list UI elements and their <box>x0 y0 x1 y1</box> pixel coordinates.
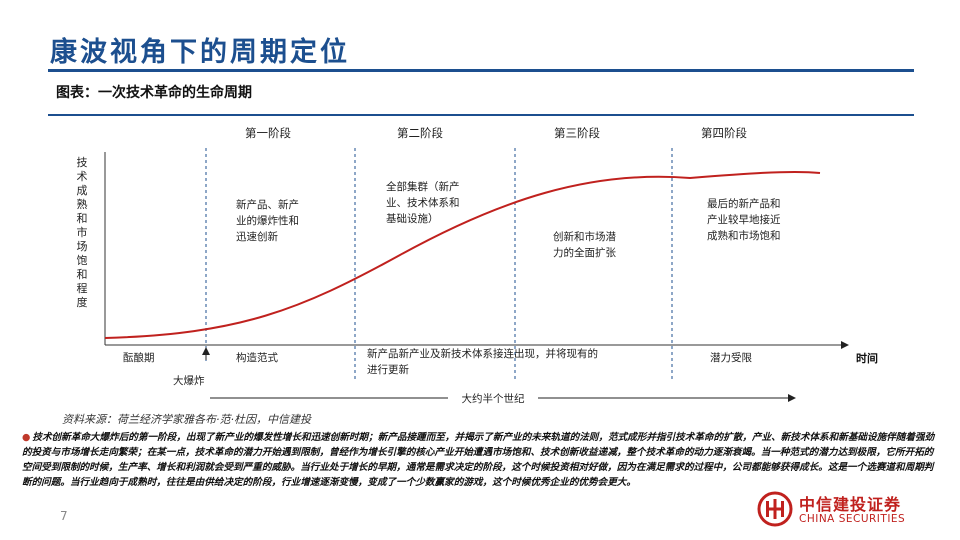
page-number: 7 <box>60 509 68 523</box>
brand-logo: 中信建投证券 CHINA SECURITIES <box>757 489 937 531</box>
middle-bottom-text: 新产品新产业及新技术体系接连出现，并将现有的 进行更新 <box>367 347 601 376</box>
span-label-backdrop <box>448 390 538 406</box>
stage-3-description: 创新和市场潜 力的全面扩张 <box>553 230 619 259</box>
y-axis-label: 技术成熟和市场饱和程度 <box>77 156 88 309</box>
commentary-paragraph: ● 技术创新革命大爆炸后的第一阶段，出现了新产业的爆发性增长和迅速创新时期；新产品… <box>22 430 942 490</box>
stage-2-title: 第二阶段 <box>397 126 443 140</box>
stage-2-description: 全部集群（新产 业、技术体系和 基础设施） <box>386 180 463 225</box>
stage-1-title: 第一阶段 <box>245 126 291 140</box>
stage-3-title: 第三阶段 <box>554 126 600 140</box>
gestation-label: 酝酿期 <box>123 351 155 364</box>
stage-4-description: 最后的新产品和 产业较早地接近 成熟和市场饱和 <box>707 197 784 242</box>
title-divider <box>48 69 914 72</box>
stage-4-bottom-label: 潜力受限 <box>710 351 752 364</box>
source-note: 资料来源：荷兰经济学家雅各布·范·杜因，中信建投 <box>62 413 311 426</box>
big-bang-label: 大爆炸 <box>173 374 205 387</box>
bullet-icon: ● <box>22 432 31 443</box>
x-axis-label: 时间 <box>856 351 878 365</box>
page-title: 康波视角下的周期定位 <box>50 37 350 68</box>
commentary-text: 技术创新革命大爆炸后的第一阶段，出现了新产业的爆发性增长和迅速创新时期；新产品接… <box>22 432 935 488</box>
stage-4-title: 第四阶段 <box>701 126 747 140</box>
stage-1-description: 新产品、新产 业的爆炸性和 迅速创新 <box>236 198 302 243</box>
brand-name-cn: 中信建投证券 <box>799 495 902 514</box>
half-century-label: 大约半个世纪 <box>462 392 525 405</box>
caption-divider <box>48 114 914 116</box>
stage-1-bottom-label: 构造范式 <box>236 351 278 364</box>
china-securities-logo-icon <box>757 491 793 527</box>
brand-name-en: CHINA SECURITIES <box>799 513 906 525</box>
s-curve <box>104 170 821 339</box>
figure-caption: 图表：一次技术革命的生命周期 <box>56 85 252 101</box>
